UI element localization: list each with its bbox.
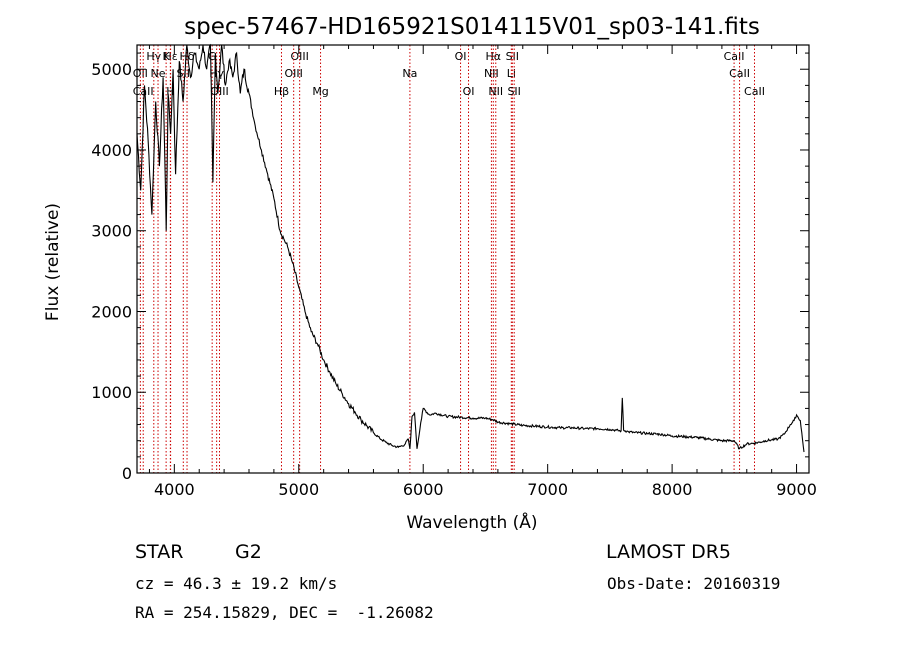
- y-tick-label-3: 3000: [91, 222, 132, 241]
- y-tick-label-2: 2000: [91, 302, 132, 321]
- x-axis-label: Wavelength (Å): [406, 511, 537, 533]
- line-label-24: SII: [507, 85, 520, 98]
- line-label-1: K: [163, 50, 171, 63]
- line-label-17: OI: [455, 50, 467, 63]
- line-label-12: OIII: [290, 50, 308, 63]
- observation-date: Obs-Date: 20160319: [607, 574, 781, 593]
- line-label-11: OIII: [210, 85, 228, 98]
- line-label-8: Hδ: [180, 50, 195, 63]
- x-tick-label-0: 4000: [154, 480, 195, 499]
- survey-name: LAMOST DR5: [606, 541, 731, 563]
- line-label-20: NII: [484, 67, 499, 80]
- y-tick-label-5: 5000: [91, 60, 132, 79]
- line-label-19: Hα: [486, 50, 502, 63]
- y-tick-label-1: 1000: [91, 383, 132, 402]
- x-tick-label-2: 6000: [403, 480, 444, 499]
- line-label-15: Mg: [312, 85, 328, 98]
- object-subclass: G2: [235, 541, 262, 563]
- y-axis-label: Flux (relative): [43, 203, 63, 321]
- y-tick-label-4: 4000: [91, 141, 132, 160]
- line-label-26: CaII: [729, 67, 750, 80]
- line-label-25: CaII: [724, 50, 745, 63]
- line-label-13: OIII: [284, 67, 302, 80]
- line-label-6: CaII: [133, 85, 154, 98]
- x-tick-label-3: 7000: [527, 480, 568, 499]
- chart-title: spec-57467-HD165921S014115V01_sp03-141.f…: [184, 14, 760, 40]
- line-label-0: Hγ: [146, 50, 161, 63]
- y-tick-label-0: 0: [122, 464, 132, 483]
- line-label-23: Li: [507, 67, 516, 80]
- line-label-4: Ne: [151, 67, 166, 80]
- spectrum-line: [136, 43, 805, 453]
- redshift-readout: cz = 46.3 ± 19.2 km/s: [135, 574, 338, 593]
- line-label-27: CaII: [744, 85, 765, 98]
- coordinates-readout: RA = 254.15829, DEC = -1.26082: [135, 603, 434, 622]
- x-tick-label-4: 8000: [652, 480, 693, 499]
- line-label-9: G: [208, 50, 217, 63]
- x-tick-label-5: 9000: [776, 480, 817, 499]
- line-label-22: SII: [506, 50, 519, 63]
- x-tick-label-1: 5000: [278, 480, 319, 499]
- line-label-18: OI: [463, 85, 475, 98]
- line-label-14: Hβ: [274, 85, 289, 98]
- line-label-16: Na: [402, 67, 417, 80]
- plot-frame: [136, 44, 810, 474]
- line-label-7: H: [166, 85, 174, 98]
- line-label-21: NII: [488, 85, 503, 98]
- object-class: STAR: [135, 541, 184, 563]
